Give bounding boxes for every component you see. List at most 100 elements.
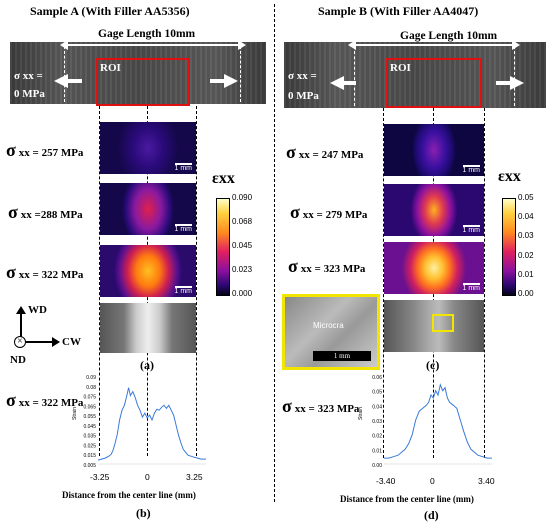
sample-b-dash-right <box>514 46 515 106</box>
colorbar-tick-label: 0.05 <box>518 193 534 202</box>
sample-b-inset-text: Microcra <box>313 321 344 330</box>
sample-a-stress-257-value: xx = 257 MPa <box>18 147 84 159</box>
y-tick-label: 0.065 <box>83 404 96 410</box>
sample-b-title: Sample B (With Filler AA4047) <box>318 4 479 18</box>
sample-b-gage-label: Gage Length 10mm <box>398 30 500 42</box>
sample-a-strain-map-288: 1 mm <box>100 183 196 235</box>
nd-circle-icon: × <box>14 336 26 348</box>
cw-label: CW <box>62 336 81 348</box>
sample-b-xlabel: Distance from the center line (mm) <box>340 494 474 504</box>
sample-a-gage-label: Gage Length 10mm <box>96 28 198 40</box>
sample-b-xtick-neg: -3.40 <box>376 476 396 486</box>
colorbar-tick-label: 0.00 <box>518 289 534 298</box>
nd-label: ND <box>10 354 26 366</box>
y-tick-label: 0.05 <box>372 390 382 396</box>
sigma-symbol: σ <box>6 390 16 410</box>
panel-label-c: (c) <box>426 358 440 372</box>
sample-b-strain-map-323: 1 mm <box>384 242 484 294</box>
sample-a-guide-left <box>99 106 100 456</box>
sample-b-colorbar <box>502 198 516 296</box>
sample-b-guide-left <box>383 108 384 458</box>
sample-b-strain-map-247: 1 mm <box>384 124 484 176</box>
sample-b-plot-stress: σ xx = 323 MPa <box>282 396 359 417</box>
sample-a-stress-288-value: xx =288 MPa <box>20 209 83 221</box>
sample-b-arrow-right-shaft <box>496 81 512 85</box>
sample-b-inset-marker <box>432 314 454 332</box>
y-tick-label: 0.075 <box>83 395 96 401</box>
sample-a-xlabel: Distance from the center line (mm) <box>62 490 196 500</box>
sample-a-stress-257: σ xx = 257 MPa <box>6 140 83 161</box>
sample-b-sigma-zero: σ xx = <box>288 70 317 82</box>
sample-a-arrow-right-icon <box>224 74 238 88</box>
colorbar-tick-label: 0.02 <box>518 250 534 260</box>
y-tick-label: 0.025 <box>83 443 96 449</box>
sample-a-stress-288: σ xx =288 MPa <box>8 202 83 223</box>
sample-b-strain-profile-plot: 0.06 0.05 0.04 0.03 0.02 0.01 0.00 Strain <box>358 375 492 468</box>
cw-arrow-icon <box>52 337 60 347</box>
y-axis-label: Strain <box>358 407 364 420</box>
sample-b-stress-323: σ xx = 323 MPa <box>288 256 365 277</box>
sample-a-sigma-zero: σ xx = <box>14 70 43 82</box>
colorbar-tick-label: 0.023 <box>232 265 253 274</box>
center-divider <box>274 4 275 502</box>
sample-a-strain-profile-plot: 0.09 0.08 0.075 0.065 0.055 0.045 0.035 0.025 0.… <box>72 375 206 468</box>
sample-a-arrow-left-shaft <box>66 79 82 83</box>
sample-a-dash-left <box>64 46 65 102</box>
y-tick-label: 0.02 <box>372 434 382 440</box>
sample-b-guide-right <box>484 108 485 458</box>
sample-b-mpa-zero: 0 MPa <box>288 90 319 102</box>
sample-b-stress-247-value: xx = 247 MPa <box>298 149 364 161</box>
wd-arrow-shaft <box>20 312 22 342</box>
colorbar-tick-label: 0.090 <box>232 193 253 202</box>
sample-b-roi-box <box>386 58 482 108</box>
sample-b-strain-symbol: εxx <box>498 168 521 185</box>
sample-b-scale-bar-2: 1 mm <box>462 225 480 234</box>
sample-b-dash-left <box>354 46 355 106</box>
y-tick-label: 0.00 <box>372 463 382 468</box>
sample-b-roi-label: ROI <box>390 62 411 74</box>
strain-series-line <box>97 387 206 461</box>
sigma-symbol: σ <box>8 202 18 222</box>
sample-a-guide-right <box>196 106 197 456</box>
panel-label-a: (a) <box>140 358 154 372</box>
sample-a-arrow-right-shaft <box>210 79 226 83</box>
sample-b-stress-279: σ xx = 279 MPa <box>290 202 367 223</box>
sample-a-xtick-pos: 3.25 <box>186 472 203 482</box>
colorbar-tick-label: 0.045 <box>232 241 253 250</box>
sample-b-scale-bar-1: 1 mm <box>462 165 480 174</box>
panel-label-b: (b) <box>136 506 151 520</box>
sample-a-scale-bar-2: 1 mm <box>174 224 192 233</box>
sample-a-stress-322-value: xx = 322 MPa <box>18 269 84 281</box>
y-tick-label: 0.055 <box>83 414 96 420</box>
sample-a-stress-322: σ xx = 322 MPa <box>6 262 83 283</box>
sample-b-xtick-pos: 3.40 <box>478 476 495 486</box>
colorbar-tick-label: 0.000 <box>232 289 253 298</box>
sigma-symbol: σ <box>6 140 16 160</box>
y-tick-label: 0.06 <box>372 375 382 381</box>
y-axis-label: Strain <box>72 407 78 420</box>
sigma-symbol: σ <box>290 202 300 222</box>
y-tick-label: 0.03 <box>372 419 382 425</box>
sample-a-plot-stress-value: xx = 322 MPa <box>18 397 84 409</box>
sample-a-roi-label: ROI <box>100 62 121 74</box>
y-tick-label: 0.04 <box>372 404 382 410</box>
sigma-symbol: σ <box>286 142 296 162</box>
sample-a-strain-map-322: 1 mm <box>100 245 196 297</box>
sample-b-fracture-image <box>384 300 484 352</box>
sample-a-xtick-zero: 0 <box>145 472 150 482</box>
colorbar-tick-label: 0.01 <box>518 269 534 279</box>
sample-b-gage-arrowhead-left <box>348 40 356 50</box>
sample-a-xtick-neg: -3.25 <box>90 472 110 482</box>
sample-b-stress-247: σ xx = 247 MPa <box>286 142 363 163</box>
sample-b-specimen-image <box>284 42 546 108</box>
sample-b-gage-arrowhead-right <box>512 40 520 50</box>
y-tick-label: 0.09 <box>86 375 96 381</box>
sample-a-fracture-image <box>100 303 196 353</box>
sample-b-plot-stress-value: xx = 323 MPa <box>294 403 360 415</box>
sample-a-scale-bar-3: 1 mm <box>174 286 192 295</box>
wd-label: WD <box>28 304 47 316</box>
y-tick-label: 0.035 <box>83 434 96 440</box>
sample-a-dash-right <box>240 46 241 102</box>
sample-a-mpa-zero: 0 MPa <box>14 88 45 100</box>
y-tick-label: 0.015 <box>83 453 96 459</box>
